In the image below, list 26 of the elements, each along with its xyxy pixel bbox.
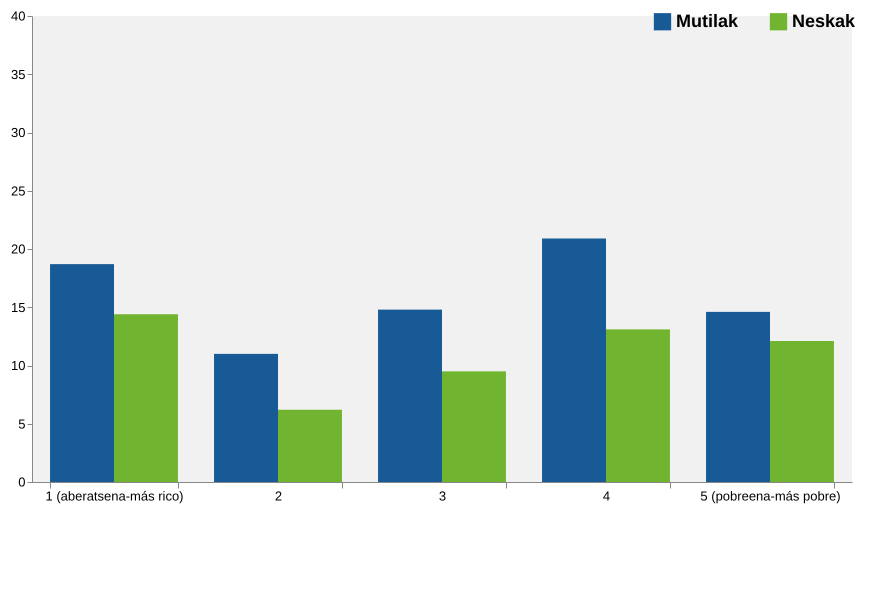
y-tick-label: 25: [11, 183, 26, 198]
bar: [214, 354, 278, 482]
legend-label: Neskak: [792, 10, 856, 31]
bar: [770, 341, 834, 482]
x-tick-label: 3: [438, 488, 446, 504]
y-tick-label: 10: [11, 358, 26, 373]
y-tick-label: 15: [11, 300, 26, 315]
y-tick-label: 35: [11, 66, 26, 82]
y-tick-label: 0: [18, 474, 26, 490]
y-tick-label: 5: [18, 416, 26, 432]
bar: [606, 329, 670, 482]
bar: [50, 264, 114, 482]
x-tick-label: 4: [602, 488, 610, 504]
legend-label: Mutilak: [676, 10, 739, 31]
bar: [278, 410, 342, 482]
x-tick-label: 2: [274, 488, 282, 504]
x-tick-label: 1 (aberatsena-más rico): [46, 488, 184, 504]
x-tick-label: 5 (pobreena-más pobre): [700, 488, 841, 504]
bar: [442, 371, 506, 482]
y-tick-label: 20: [11, 242, 26, 256]
y-tick-label: 40: [11, 8, 26, 24]
bar: [378, 310, 442, 482]
y-tick-label: 30: [11, 125, 26, 140]
bar: [706, 312, 770, 482]
bar: [114, 314, 178, 482]
bar: [542, 238, 606, 482]
